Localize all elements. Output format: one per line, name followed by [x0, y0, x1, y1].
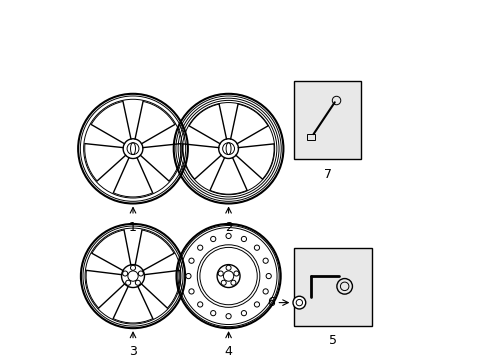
Circle shape — [230, 280, 236, 285]
Circle shape — [221, 280, 226, 285]
Circle shape — [254, 245, 259, 250]
Circle shape — [241, 311, 246, 316]
Circle shape — [265, 274, 271, 279]
Circle shape — [241, 237, 246, 242]
Circle shape — [225, 314, 231, 319]
Circle shape — [263, 258, 268, 263]
Text: 1: 1 — [129, 221, 137, 234]
Circle shape — [185, 274, 191, 279]
FancyBboxPatch shape — [293, 248, 371, 325]
Text: 7: 7 — [323, 168, 331, 181]
Circle shape — [225, 233, 231, 239]
Circle shape — [210, 311, 215, 316]
Text: 6: 6 — [266, 296, 274, 309]
Circle shape — [197, 302, 203, 307]
Circle shape — [225, 265, 231, 270]
Circle shape — [218, 271, 223, 276]
Circle shape — [292, 296, 305, 309]
Circle shape — [263, 289, 268, 294]
Circle shape — [210, 237, 215, 242]
Text: 2: 2 — [224, 221, 232, 234]
Circle shape — [254, 302, 259, 307]
Text: 5: 5 — [328, 334, 336, 347]
Text: 4: 4 — [224, 345, 232, 358]
Text: 3: 3 — [129, 345, 137, 358]
Circle shape — [188, 289, 194, 294]
Circle shape — [233, 271, 239, 276]
FancyBboxPatch shape — [293, 81, 361, 159]
Circle shape — [197, 245, 203, 250]
Circle shape — [188, 258, 194, 263]
